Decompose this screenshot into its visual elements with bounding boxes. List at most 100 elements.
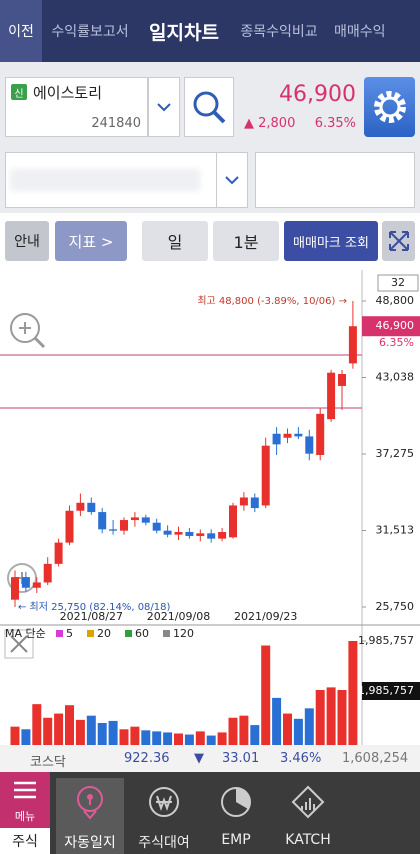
market-change: 33.01 <box>222 751 260 766</box>
candle-body <box>43 563 52 583</box>
candle-body <box>338 374 346 386</box>
candle-body <box>65 510 74 543</box>
volume-bar <box>32 704 42 745</box>
candle-body <box>54 542 63 564</box>
volume-bar <box>97 723 107 745</box>
settings-button[interactable] <box>364 77 415 137</box>
volume-bar <box>163 732 173 745</box>
price-tag-pct: 6.35% <box>379 336 414 349</box>
candle-body <box>229 505 237 538</box>
period-select[interactable]: 일 <box>142 221 208 261</box>
search-button[interactable] <box>184 77 234 137</box>
volume-bar <box>54 713 64 745</box>
price-tag: 46,900 <box>376 319 415 332</box>
volume-bar <box>272 697 282 745</box>
volume-bar <box>152 731 162 745</box>
candle-body <box>152 522 161 531</box>
dropdown[interactable] <box>148 77 180 137</box>
candle-body <box>239 497 248 506</box>
blurred-account <box>10 169 200 191</box>
candle-body <box>174 531 183 535</box>
tab[interactable]: 수익률보고서 <box>51 24 129 40</box>
candle-body <box>109 529 118 531</box>
volume-bar <box>217 732 227 745</box>
volume-bar <box>195 731 205 745</box>
badge: 신 <box>11 84 27 100</box>
count-label: 32 <box>391 276 405 289</box>
input-box[interactable] <box>255 152 415 208</box>
x-tick-label: 2021/08/27 <box>60 610 123 623</box>
volume-bar <box>337 690 347 745</box>
candle-body <box>305 436 314 454</box>
volume-bar <box>326 687 336 745</box>
expand-icon <box>388 231 409 251</box>
legend-label: 20 <box>97 627 111 640</box>
candle-body <box>21 577 30 588</box>
volume-bar <box>86 715 96 745</box>
menu-button[interactable]: 메뉴 <box>0 772 50 828</box>
interval-select[interactable]: 1분 <box>213 221 279 261</box>
volume-bar <box>228 717 238 745</box>
candle-body <box>141 517 150 523</box>
nav-item[interactable]: EMP <box>204 778 268 854</box>
trade-mark-button[interactable]: 매매마크 조회 <box>284 221 378 261</box>
candle-body <box>218 531 227 539</box>
chart: 25,750 31,513 37,275 43,038 48,800 2021/08/27… <box>0 270 420 745</box>
volume-bar <box>43 717 53 745</box>
gear-icon <box>373 91 406 123</box>
candle-body <box>272 433 281 445</box>
indicator-button[interactable]: 지표 > <box>55 221 127 261</box>
volume-bar <box>261 645 271 745</box>
count-box <box>377 274 419 292</box>
menu-sub: 주식 <box>0 828 50 854</box>
candle-body <box>250 497 259 509</box>
close-icon[interactable] <box>4 629 34 659</box>
high-annotation: 최고 48,800 (-3.89%, 10/06) → <box>197 295 347 307</box>
nav-icon <box>291 785 325 819</box>
top-tabs: 이전 수익률보고서 일지차트 종목수익비교 매매수익 <box>0 0 420 62</box>
market-arrow: ▼ <box>194 751 204 766</box>
market-volume: 1,608,254 <box>342 751 409 766</box>
volume-bar <box>184 734 194 745</box>
account-box[interactable] <box>5 152 218 208</box>
nav-label: KATCH <box>285 832 331 848</box>
menu-label: 메뉴 <box>14 810 36 823</box>
x-tick-label: 2021/09/08 <box>147 610 210 623</box>
candle-body <box>120 520 128 531</box>
candle-body <box>76 502 85 511</box>
expand-button[interactable] <box>382 221 415 261</box>
tab-active[interactable]: 일지차트 <box>149 21 219 44</box>
nav-label: EMP <box>221 832 251 848</box>
current-volume-bg <box>362 682 420 700</box>
tab[interactable]: 매매수익 <box>334 24 386 40</box>
y-tick-label: 1,985,757 <box>358 634 414 647</box>
nav-item[interactable]: KATCH <box>272 778 344 854</box>
legend-label: 5 <box>66 627 73 640</box>
tab[interactable]: 종목수익비교 <box>240 24 318 40</box>
stock-box[interactable]: 신 에이스토리 241840 <box>5 77 148 137</box>
candle-body <box>185 531 194 536</box>
volume-bar <box>10 726 20 745</box>
nav-label: 주식대여 <box>138 835 190 851</box>
zoom-icon[interactable] <box>10 313 46 349</box>
bottom-nav: 메뉴 주식 자동일지 주식대여 EMP KATCH <box>0 772 420 854</box>
menu-icon <box>14 781 36 799</box>
dropdown[interactable] <box>216 152 248 208</box>
stock-code: 241840 <box>91 116 141 131</box>
candle-body <box>87 502 96 513</box>
y-tick-label: 43,038 <box>376 370 415 383</box>
nav-item-active[interactable]: 자동일지 <box>56 778 124 854</box>
market-pct: 3.46% <box>280 751 322 766</box>
candle-body <box>11 577 19 600</box>
volume-bar <box>348 641 358 745</box>
change: ▲ 2,800 <box>244 116 296 131</box>
volume-bar <box>239 715 249 745</box>
candle-body <box>163 530 172 535</box>
candle-body <box>294 433 303 437</box>
back-button[interactable]: 이전 <box>0 0 42 62</box>
legend-label: 60 <box>135 627 149 640</box>
volume-bar <box>250 725 260 745</box>
guide-button[interactable]: 안내 <box>5 221 49 261</box>
volume-bar <box>304 708 314 745</box>
nav-item[interactable]: 주식대여 <box>128 778 200 854</box>
